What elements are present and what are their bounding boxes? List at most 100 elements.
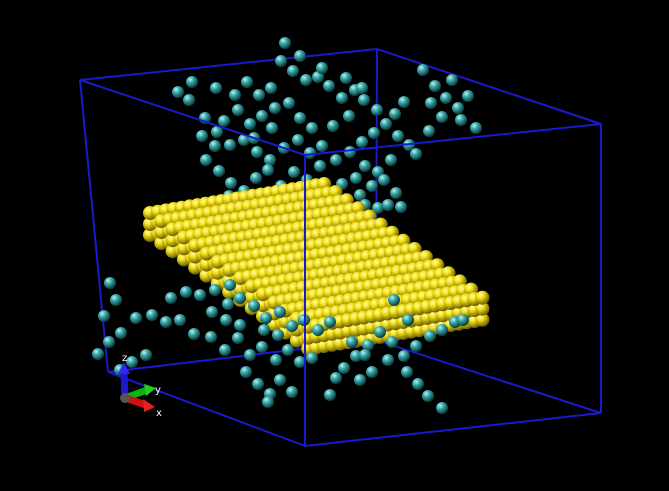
solvent-particle	[194, 289, 206, 301]
solvent-particle	[200, 154, 212, 166]
solvent-particle	[346, 336, 358, 348]
solvent-particle	[229, 89, 241, 101]
solvent-particle	[130, 312, 142, 324]
solvent-particle	[196, 130, 208, 142]
solvent-particle	[402, 314, 414, 326]
solvent-particle	[165, 292, 177, 304]
solvent-particle	[323, 80, 335, 92]
solvent-particle	[344, 146, 356, 158]
solvent-particle	[436, 402, 448, 414]
solvent-particle	[205, 331, 217, 343]
solvent-particle	[258, 324, 270, 336]
gold-slab	[143, 177, 490, 356]
solvent-particle	[338, 362, 350, 374]
z-axis-arrow-head	[118, 362, 130, 374]
solvent-particle	[206, 306, 218, 318]
solvent-particle	[286, 386, 298, 398]
solvent-particle	[174, 314, 186, 326]
solvent-particle	[210, 82, 222, 94]
solvent-particle	[241, 76, 253, 88]
x-axis-arrow-head	[143, 399, 155, 412]
gold-atom	[475, 290, 490, 305]
solvent-particle	[316, 140, 328, 152]
solvent-particle	[140, 349, 152, 361]
solvent-particle	[286, 320, 298, 332]
solvent-particle	[283, 97, 295, 109]
solvent-particle	[371, 104, 383, 116]
solvent-particle	[410, 340, 422, 352]
solvent-particle	[92, 348, 104, 360]
solvent-particle	[358, 94, 370, 106]
solvent-particle	[250, 172, 262, 184]
solvent-particle	[304, 147, 316, 159]
solvent-particle	[294, 50, 306, 62]
solvent-particle	[446, 74, 458, 86]
solvent-particle	[378, 174, 390, 186]
solvent-particle	[398, 96, 410, 108]
axes-indicator: z y x	[118, 353, 162, 419]
axes-origin	[120, 393, 130, 403]
solvent-particle	[240, 366, 252, 378]
solvent-particle	[222, 298, 234, 310]
solvent-particle	[218, 115, 230, 127]
solvent-particle	[294, 112, 306, 124]
solvent-particle	[343, 110, 355, 122]
solvent-particle	[440, 92, 452, 104]
solvent-particle	[366, 366, 378, 378]
solvent-particle	[395, 201, 407, 213]
solvent-particle	[269, 102, 281, 114]
solvent-particle	[372, 202, 384, 214]
solvent-particle	[232, 104, 244, 116]
solvent-particle	[244, 118, 256, 130]
solvent-particle	[356, 82, 368, 94]
solvent-particle	[350, 172, 362, 184]
solvent-particle	[224, 139, 236, 151]
solvent-particle	[436, 324, 448, 336]
solvent-particle	[392, 130, 404, 142]
solvent-particle	[115, 327, 127, 339]
solvent-particle	[359, 349, 371, 361]
solvent-particle	[211, 126, 223, 138]
simulation-box-front-edges	[79, 79, 602, 447]
solvent-particle	[350, 350, 362, 362]
solvent-particle	[219, 344, 231, 356]
solvent-particle	[274, 374, 286, 386]
solvent-particle	[98, 310, 110, 322]
solvent-particle	[316, 62, 328, 74]
solvent-particle	[410, 148, 422, 160]
solvent-particle	[288, 166, 300, 178]
solvent-particle	[398, 350, 410, 362]
solvent-particle	[103, 336, 115, 348]
solvent-particle	[314, 160, 326, 172]
solvent-particle	[359, 160, 371, 172]
solvent-particle	[380, 118, 392, 130]
solvent-particle	[232, 332, 244, 344]
solvent-particle	[172, 86, 184, 98]
solvent-particle	[300, 74, 312, 86]
solvent-particle	[386, 336, 398, 348]
solvent-particle	[340, 72, 352, 84]
solvent-particle	[126, 356, 138, 368]
solvent-particle	[436, 111, 448, 123]
solvent-particle	[188, 328, 200, 340]
solvent-particle	[382, 354, 394, 366]
solvent-particle	[354, 189, 366, 201]
solvent-particle	[462, 90, 474, 102]
solvent-particle	[160, 316, 172, 328]
solvent-particle	[324, 389, 336, 401]
solvent-particle	[252, 378, 264, 390]
solvent-particle	[274, 306, 286, 318]
solvent-particle	[209, 284, 221, 296]
solvent-particle	[266, 122, 278, 134]
solvent-particle	[238, 134, 250, 146]
solvent-particle	[110, 294, 122, 306]
solvent-particle	[412, 378, 424, 390]
solvent-particle	[224, 279, 236, 291]
solvent-particle	[429, 80, 441, 92]
solvent-particle	[104, 277, 116, 289]
solvent-particle	[264, 154, 276, 166]
solvent-particle	[306, 352, 318, 364]
solvent-particle	[324, 316, 336, 328]
